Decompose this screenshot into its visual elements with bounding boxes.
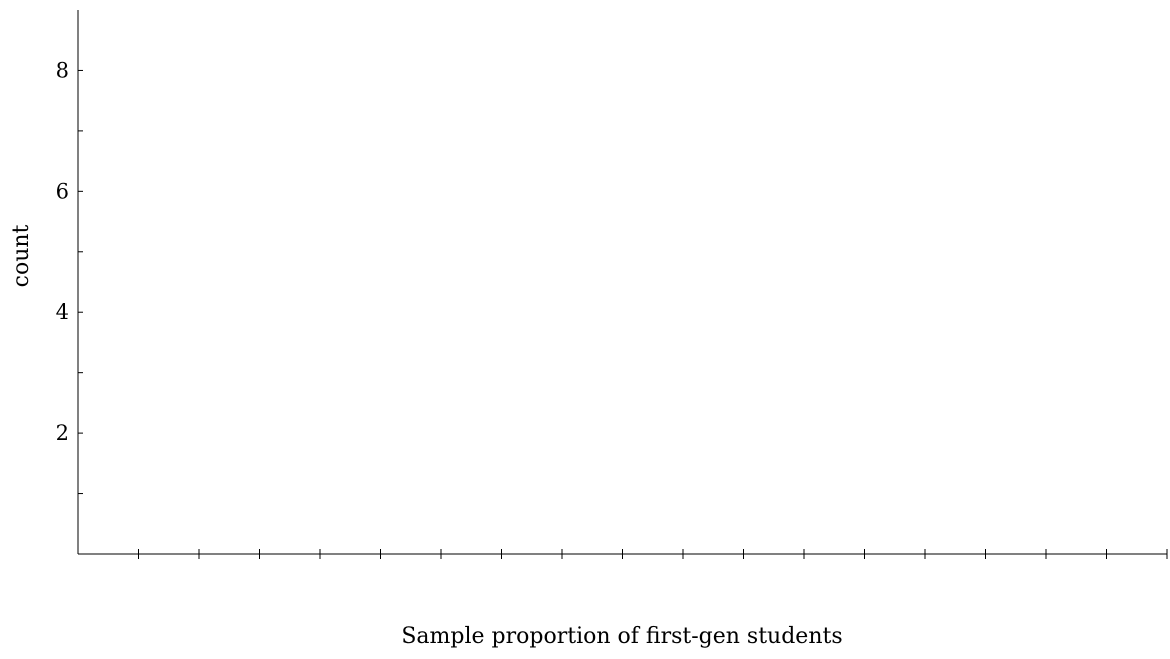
x-axis-ticks xyxy=(138,549,1168,559)
y-axis-title: count xyxy=(9,224,34,287)
y-tick-label: 6 xyxy=(56,179,69,203)
y-tick-label: 2 xyxy=(56,421,69,445)
y-tick-label: 4 xyxy=(56,300,69,324)
y-axis-ticks: 2 4 6 8 xyxy=(56,58,83,495)
axes xyxy=(77,10,1167,555)
x-axis-title: Sample proportion of first-gen students xyxy=(401,624,842,649)
y-tick-label: 8 xyxy=(56,58,69,82)
